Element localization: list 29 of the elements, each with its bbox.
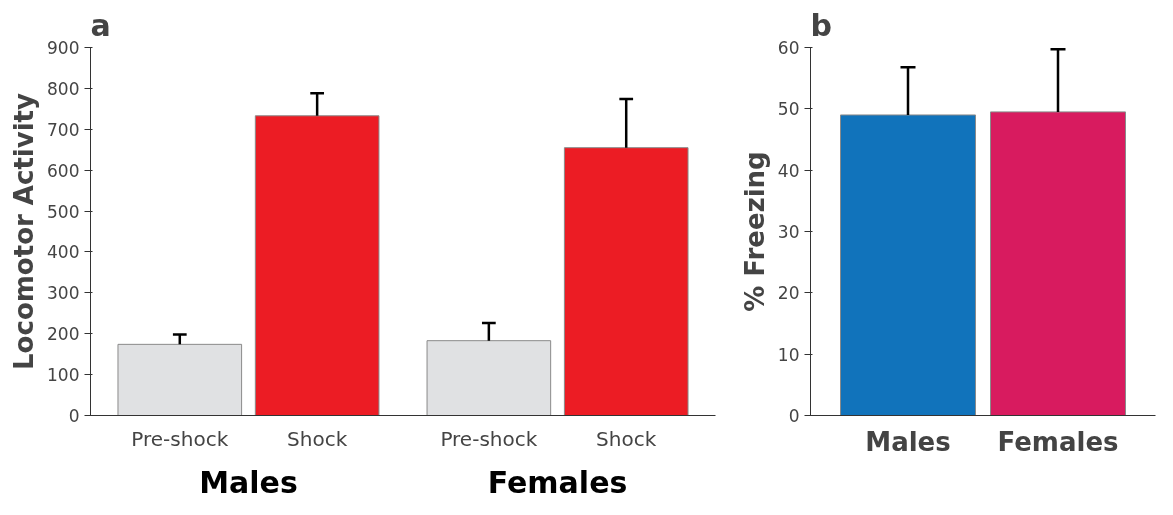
text: Females xyxy=(487,464,628,500)
chart-title: b xyxy=(810,7,832,43)
y-tick-label: 800 xyxy=(47,78,80,99)
y-tick-label: 500 xyxy=(47,201,80,222)
x-tick-label: Pre-shock xyxy=(440,426,538,451)
y-tick-label: 0 xyxy=(68,406,80,426)
y-tick-label: 900 xyxy=(47,38,80,58)
x-tick-label: Pre-shock xyxy=(131,426,229,451)
text: Males xyxy=(199,464,298,500)
y-tick-label: 200 xyxy=(47,324,80,345)
y-tick-label: 0 xyxy=(788,406,800,426)
y-tick-label: 700 xyxy=(47,119,80,140)
y-tick-label: 10 xyxy=(777,344,800,365)
y-tick-label: 50 xyxy=(777,99,800,120)
y-tick-label: 30 xyxy=(777,222,800,242)
x-tick-label: Females xyxy=(997,426,1119,457)
x-tick-label: Shock xyxy=(287,426,348,451)
y-tick-label: 600 xyxy=(47,160,80,181)
y-tick-label: 20 xyxy=(777,283,800,304)
y-tick-label: 100 xyxy=(47,365,80,386)
y-axis-title: Locomotor Activity xyxy=(9,92,40,370)
y-tick-label: 300 xyxy=(47,283,80,304)
y-axis-title: % Freezing xyxy=(739,151,770,312)
y-tick-label: 400 xyxy=(47,242,80,263)
x-tick-label: Males xyxy=(865,426,951,457)
y-tick-label: 40 xyxy=(777,160,800,181)
chart-title: a xyxy=(90,7,111,43)
y-tick-label: 60 xyxy=(777,38,800,58)
x-tick-label: Shock xyxy=(596,426,657,451)
